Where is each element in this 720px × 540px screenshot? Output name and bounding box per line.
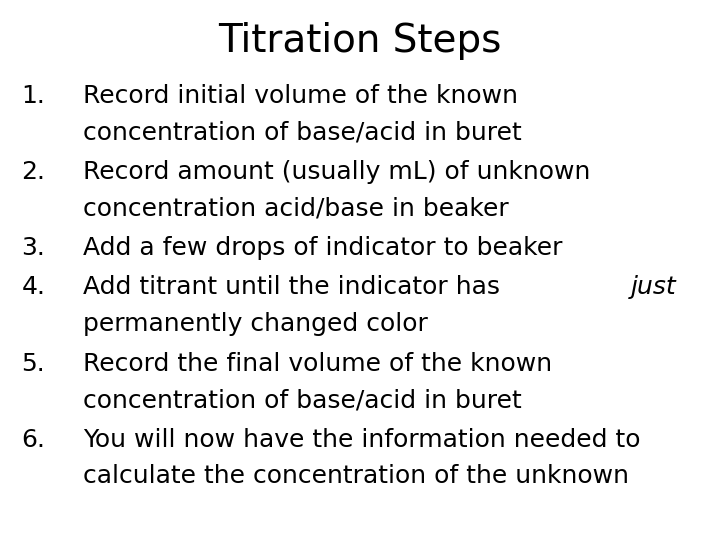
Text: 1.: 1. xyxy=(22,84,45,107)
Text: concentration of base/acid in buret: concentration of base/acid in buret xyxy=(83,388,521,412)
Text: Record initial volume of the known: Record initial volume of the known xyxy=(83,84,518,107)
Text: 4.: 4. xyxy=(22,275,45,299)
Text: 2.: 2. xyxy=(22,160,45,184)
Text: Add titrant until the indicator has: Add titrant until the indicator has xyxy=(83,275,508,299)
Text: permanently changed color: permanently changed color xyxy=(83,312,428,336)
Text: 5.: 5. xyxy=(22,352,45,375)
Text: calculate the concentration of the unknown: calculate the concentration of the unkno… xyxy=(83,464,629,488)
Text: You will now have the information needed to: You will now have the information needed… xyxy=(83,428,640,451)
Text: 3.: 3. xyxy=(22,236,45,260)
Text: concentration of base/acid in buret: concentration of base/acid in buret xyxy=(83,120,521,144)
Text: Record amount (usually mL) of unknown: Record amount (usually mL) of unknown xyxy=(83,160,590,184)
Text: concentration acid/base in beaker: concentration acid/base in beaker xyxy=(83,197,508,220)
Text: Record the final volume of the known: Record the final volume of the known xyxy=(83,352,552,375)
Text: Titration Steps: Titration Steps xyxy=(218,22,502,59)
Text: Add a few drops of indicator to beaker: Add a few drops of indicator to beaker xyxy=(83,236,562,260)
Text: 6.: 6. xyxy=(22,428,45,451)
Text: just: just xyxy=(631,275,677,299)
